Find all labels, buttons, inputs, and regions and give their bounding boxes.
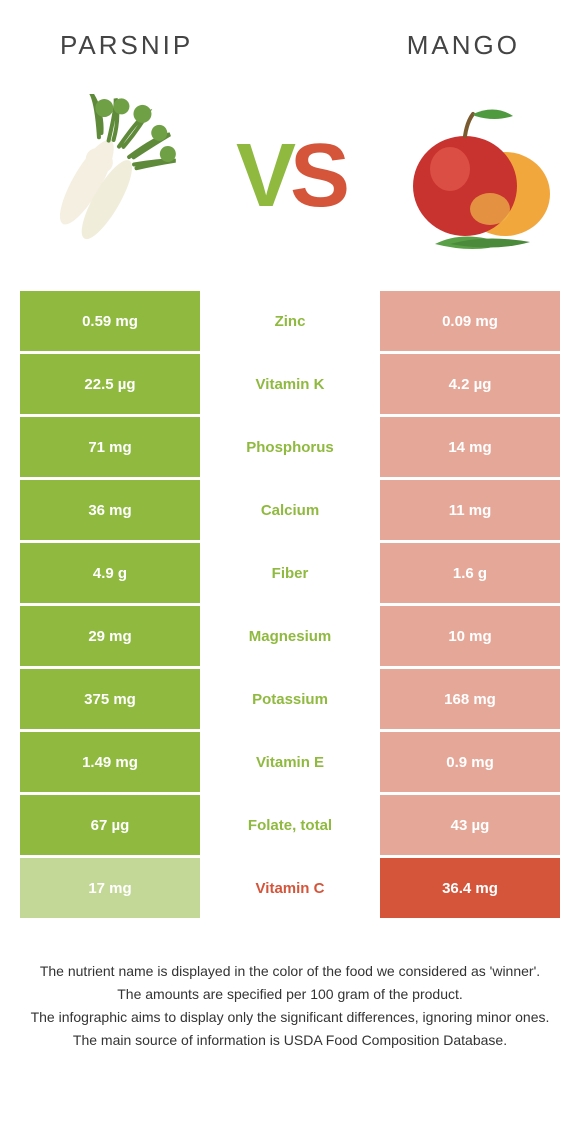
value-right: 10 mg (380, 606, 560, 666)
value-right: 0.9 mg (380, 732, 560, 792)
value-right: 168 mg (380, 669, 560, 729)
vs-v: V (236, 125, 290, 228)
nutrient-label: Fiber (200, 543, 380, 603)
vs-s: S (290, 125, 344, 228)
table-row: 0.59 mgZinc0.09 mg (20, 291, 560, 351)
value-right: 4.2 µg (380, 354, 560, 414)
table-row: 36 mgCalcium11 mg (20, 480, 560, 540)
nutrient-label: Vitamin K (200, 354, 380, 414)
hero-row: V S (0, 71, 580, 291)
nutrient-label: Phosphorus (200, 417, 380, 477)
vs-label: V S (236, 125, 344, 228)
nutrient-label: Vitamin E (200, 732, 380, 792)
table-row: 17 mgVitamin C36.4 mg (20, 858, 560, 918)
table-row: 67 µgFolate, total43 µg (20, 795, 560, 855)
value-left: 4.9 g (20, 543, 200, 603)
header: Parsnip Mango (0, 0, 580, 71)
value-right: 11 mg (380, 480, 560, 540)
footer-line-1: The nutrient name is displayed in the co… (30, 961, 550, 982)
nutrient-label: Folate, total (200, 795, 380, 855)
value-right: 0.09 mg (380, 291, 560, 351)
title-right: Mango (407, 30, 520, 61)
value-right: 1.6 g (380, 543, 560, 603)
table-row: 29 mgMagnesium10 mg (20, 606, 560, 666)
value-left: 71 mg (20, 417, 200, 477)
value-right: 43 µg (380, 795, 560, 855)
nutrient-label: Potassium (200, 669, 380, 729)
nutrient-label: Magnesium (200, 606, 380, 666)
footer-line-3: The infographic aims to display only the… (30, 1007, 550, 1028)
table-row: 1.49 mgVitamin E0.9 mg (20, 732, 560, 792)
nutrient-label: Calcium (200, 480, 380, 540)
table-row: 22.5 µgVitamin K4.2 µg (20, 354, 560, 414)
nutrient-table: 0.59 mgZinc0.09 mg22.5 µgVitamin K4.2 µg… (0, 291, 580, 918)
value-left: 375 mg (20, 669, 200, 729)
footer-line-2: The amounts are specified per 100 gram o… (30, 984, 550, 1005)
value-right: 14 mg (380, 417, 560, 477)
nutrient-label: Vitamin C (200, 858, 380, 918)
value-left: 17 mg (20, 858, 200, 918)
value-left: 1.49 mg (20, 732, 200, 792)
table-row: 375 mgPotassium168 mg (20, 669, 560, 729)
table-row: 4.9 gFiber1.6 g (20, 543, 560, 603)
nutrient-label: Zinc (200, 291, 380, 351)
value-left: 22.5 µg (20, 354, 200, 414)
footer-line-4: The main source of information is USDA F… (30, 1030, 550, 1051)
value-right: 36.4 mg (380, 858, 560, 918)
value-left: 0.59 mg (20, 291, 200, 351)
table-row: 71 mgPhosphorus14 mg (20, 417, 560, 477)
mango-image (395, 94, 560, 259)
value-left: 29 mg (20, 606, 200, 666)
value-left: 67 µg (20, 795, 200, 855)
title-left: Parsnip (60, 30, 193, 61)
parsnip-image (20, 94, 185, 259)
value-left: 36 mg (20, 480, 200, 540)
footer-notes: The nutrient name is displayed in the co… (0, 921, 580, 1051)
